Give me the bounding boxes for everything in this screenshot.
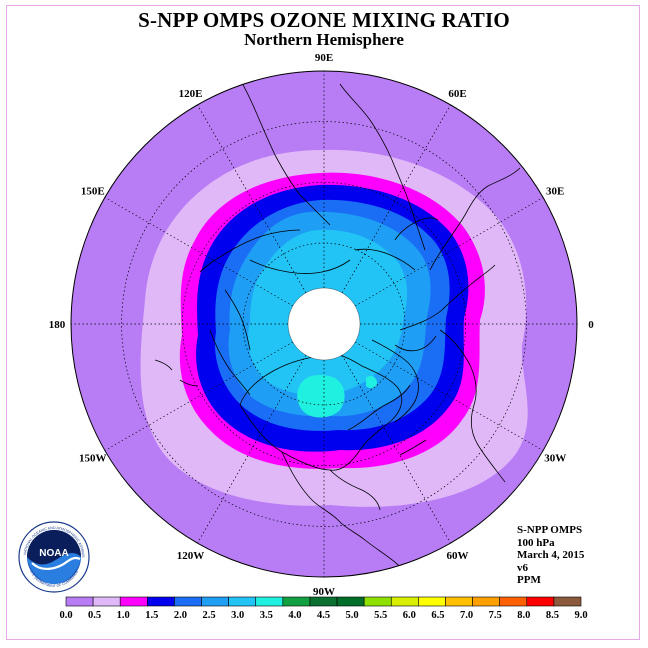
colorbar-tick-label: 9.0 — [574, 610, 587, 621]
colorbar-swatch — [92, 596, 121, 607]
colorbar-tick-label: 2.5 — [202, 610, 215, 621]
colorbar-tick-label: 6.5 — [431, 610, 444, 621]
colorbar-tick-label: 8.0 — [517, 610, 530, 621]
coastlines — [154, 75, 521, 573]
band-3.5-4.0-small — [366, 375, 377, 389]
longitude-label: 150W — [79, 453, 107, 465]
meridian-line — [104, 197, 293, 307]
colorbar-swatch — [174, 596, 202, 607]
colorbar-tick-label: 7.5 — [489, 610, 502, 621]
colorbar-swatch — [472, 596, 500, 607]
colorbar-swatch — [65, 596, 94, 607]
colorbar-swatch — [255, 596, 284, 607]
colorbar-tick-label: 5.0 — [346, 610, 359, 621]
colorbar-tick-label: 1.5 — [145, 610, 158, 621]
graticule — [71, 71, 577, 577]
colorbar-tick-label: 3.5 — [260, 610, 273, 621]
colorbar-swatch — [526, 596, 555, 607]
noaa-logo-text: NOAA — [39, 548, 68, 559]
colorbar-tick-label: 4.5 — [317, 610, 330, 621]
noaa-logo: NOAA NATIONAL OCEANIC AND ATMOSPHERIC AD… — [17, 518, 90, 598]
colorbar-swatch — [553, 596, 582, 607]
info-date: March 4, 2015 — [517, 549, 585, 561]
colorbar-tick-label: 0.5 — [88, 610, 101, 621]
colorbar-swatch — [390, 596, 419, 607]
longitude-label: 60E — [448, 88, 466, 100]
meridian-line — [341, 355, 451, 544]
latitude-circle — [181, 181, 467, 467]
meridian-line — [197, 355, 307, 544]
colorbar-swatch — [445, 596, 473, 607]
colorbar-tick-label: 8.5 — [546, 610, 559, 621]
latitude-circle — [121, 121, 527, 527]
longitude-label: 30E — [546, 186, 564, 198]
colorbar-tick-label: 2.0 — [174, 610, 187, 621]
colorbar-tick-label: 5.5 — [374, 610, 387, 621]
info-block: S-NPP OMPS 100 hPa March 4, 2015 v6 PPM — [517, 524, 584, 587]
meridian-line — [197, 104, 307, 293]
colorbar-swatch — [201, 596, 229, 607]
meridian-line — [355, 197, 544, 307]
longitude-label: 150E — [81, 186, 105, 198]
longitude-label: 60W — [447, 550, 469, 562]
colorbar-swatch — [363, 596, 392, 607]
colorbar-swatch — [282, 596, 311, 607]
polar-night-cap — [287, 287, 361, 361]
meridian-line — [355, 341, 544, 451]
map-subtitle: Northern Hemisphere — [244, 30, 404, 49]
info-version: v6 — [517, 561, 528, 574]
colorbar-swatch — [147, 596, 175, 607]
colorbar-tick-label: 7.0 — [460, 610, 473, 621]
meridian-line — [341, 104, 451, 293]
plot-frame — [6, 5, 640, 640]
colorbar-tick-label: 4.0 — [288, 610, 301, 621]
colorbar-swatch — [336, 596, 365, 607]
longitude-label: 90W — [313, 586, 335, 598]
colorbar-tick-label: 0.0 — [59, 610, 72, 621]
longitude-label: 120E — [179, 88, 203, 100]
meridian-line — [104, 341, 293, 451]
info-units: PPM — [517, 574, 541, 586]
colorbar-swatch — [119, 596, 148, 607]
longitude-label: 30W — [544, 453, 566, 465]
colorbar-swatch — [228, 596, 257, 607]
map-boundary — [70, 70, 578, 578]
map-title: S-NPP OMPS OZONE MIXING RATIO — [138, 8, 510, 32]
colorbar-tick-label: 1.0 — [117, 610, 130, 621]
band-3.5-4.0 — [297, 374, 345, 418]
longitude-label: 180 — [49, 319, 66, 331]
longitude-label: 120W — [177, 550, 205, 562]
colorbar-swatch — [418, 596, 446, 607]
colorbar-swatch — [499, 596, 528, 607]
colorbar-swatch — [309, 596, 338, 607]
latitude-circle — [242, 242, 406, 406]
longitude-label: 0 — [588, 319, 594, 331]
colorbar-tick-label: 6.0 — [403, 610, 416, 621]
colorbar-tick-label: 3.0 — [231, 610, 244, 621]
info-instrument: S-NPP OMPS — [517, 524, 583, 536]
info-level: 100 hPa — [517, 536, 555, 549]
longitude-label: 90E — [315, 52, 333, 64]
longitude-labels: 90E 60E 30E 0 30W 60W 90W 120W 150W 180 150E 120E — [49, 52, 595, 598]
